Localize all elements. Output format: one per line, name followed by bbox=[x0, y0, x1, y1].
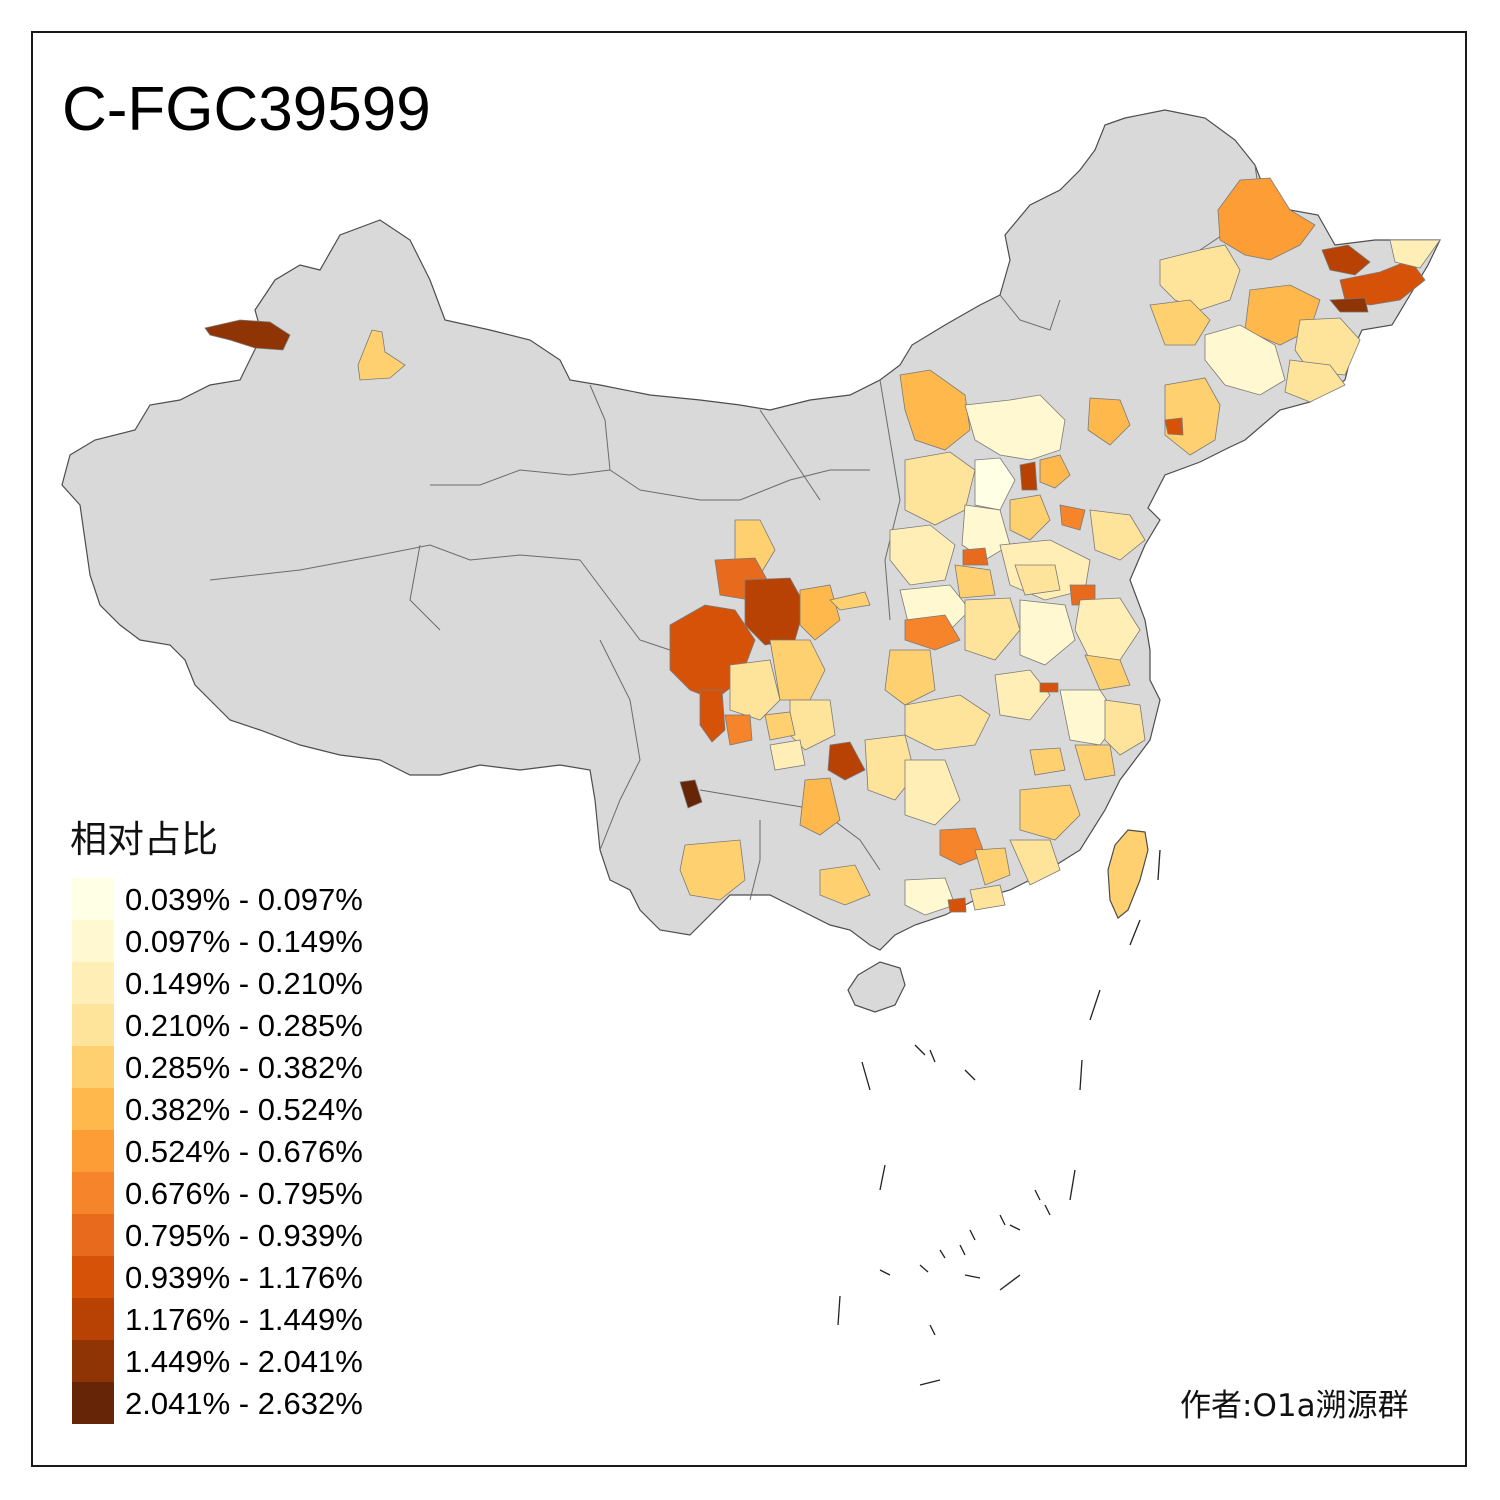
legend-item: 0.795% - 0.939% bbox=[70, 1214, 363, 1256]
hainan-island bbox=[847, 961, 906, 1013]
legend-label: 0.285% - 0.382% bbox=[125, 1050, 363, 1085]
legend-swatch bbox=[72, 1130, 114, 1172]
legend-item: 2.041% - 2.632% bbox=[70, 1382, 363, 1424]
legend-title: 相对占比 bbox=[70, 818, 218, 861]
legend-item: 0.210% - 0.285% bbox=[70, 1004, 363, 1046]
legend-swatch bbox=[72, 1046, 114, 1088]
legend-swatch bbox=[72, 1256, 114, 1298]
legend-item: 0.285% - 0.382% bbox=[70, 1046, 363, 1088]
legend-swatch bbox=[72, 962, 114, 1004]
legend-label: 0.149% - 0.210% bbox=[125, 966, 363, 1001]
legend-item: 1.176% - 1.449% bbox=[70, 1298, 363, 1340]
legend-swatch bbox=[72, 1340, 114, 1382]
legend-label: 0.524% - 0.676% bbox=[125, 1134, 363, 1169]
legend-item: 0.524% - 0.676% bbox=[70, 1130, 363, 1172]
legend-item: 0.676% - 0.795% bbox=[70, 1172, 363, 1214]
legend-swatch bbox=[72, 1004, 114, 1046]
author-credit: 作者:O1a溯源群 bbox=[1180, 1388, 1409, 1424]
legend-swatch bbox=[72, 1298, 114, 1340]
legend-item: 0.382% - 0.524% bbox=[70, 1088, 363, 1130]
legend-swatch bbox=[72, 878, 114, 920]
taiwan-island bbox=[1107, 829, 1149, 919]
legend-swatch bbox=[72, 1382, 114, 1424]
legend: 相对占比 0.039% - 0.097% 0.097% - 0.149% 0.1… bbox=[70, 816, 363, 1424]
legend-item: 0.939% - 1.176% bbox=[70, 1256, 363, 1298]
legend-label: 1.176% - 1.449% bbox=[125, 1302, 363, 1337]
legend-label: 0.676% - 0.795% bbox=[125, 1176, 363, 1211]
legend-label: 0.210% - 0.285% bbox=[125, 1008, 363, 1043]
legend-item: 0.149% - 0.210% bbox=[70, 962, 363, 1004]
legend-label: 0.795% - 0.939% bbox=[125, 1218, 363, 1253]
legend-label: 1.449% - 2.041% bbox=[125, 1344, 363, 1379]
legend-items: 0.039% - 0.097% 0.097% - 0.149% 0.149% -… bbox=[70, 878, 363, 1424]
map-title: C-FGC39599 bbox=[62, 75, 431, 144]
south-china-sea-islands bbox=[837, 849, 1161, 1386]
legend-swatch bbox=[72, 1088, 114, 1130]
legend-item: 0.039% - 0.097% bbox=[70, 878, 363, 920]
legend-item: 1.449% - 2.041% bbox=[70, 1340, 363, 1382]
legend-label: 0.382% - 0.524% bbox=[125, 1092, 363, 1127]
legend-label: 0.939% - 1.176% bbox=[125, 1260, 363, 1295]
choropleth-regions bbox=[204, 177, 1441, 916]
legend-swatch bbox=[72, 1172, 114, 1214]
legend-label: 2.041% - 2.632% bbox=[125, 1386, 363, 1421]
legend-item: 0.097% - 0.149% bbox=[70, 920, 363, 962]
legend-swatch bbox=[72, 1214, 114, 1256]
legend-label: 0.097% - 0.149% bbox=[125, 924, 363, 959]
legend-label: 0.039% - 0.097% bbox=[125, 882, 363, 917]
legend-swatch bbox=[72, 920, 114, 962]
